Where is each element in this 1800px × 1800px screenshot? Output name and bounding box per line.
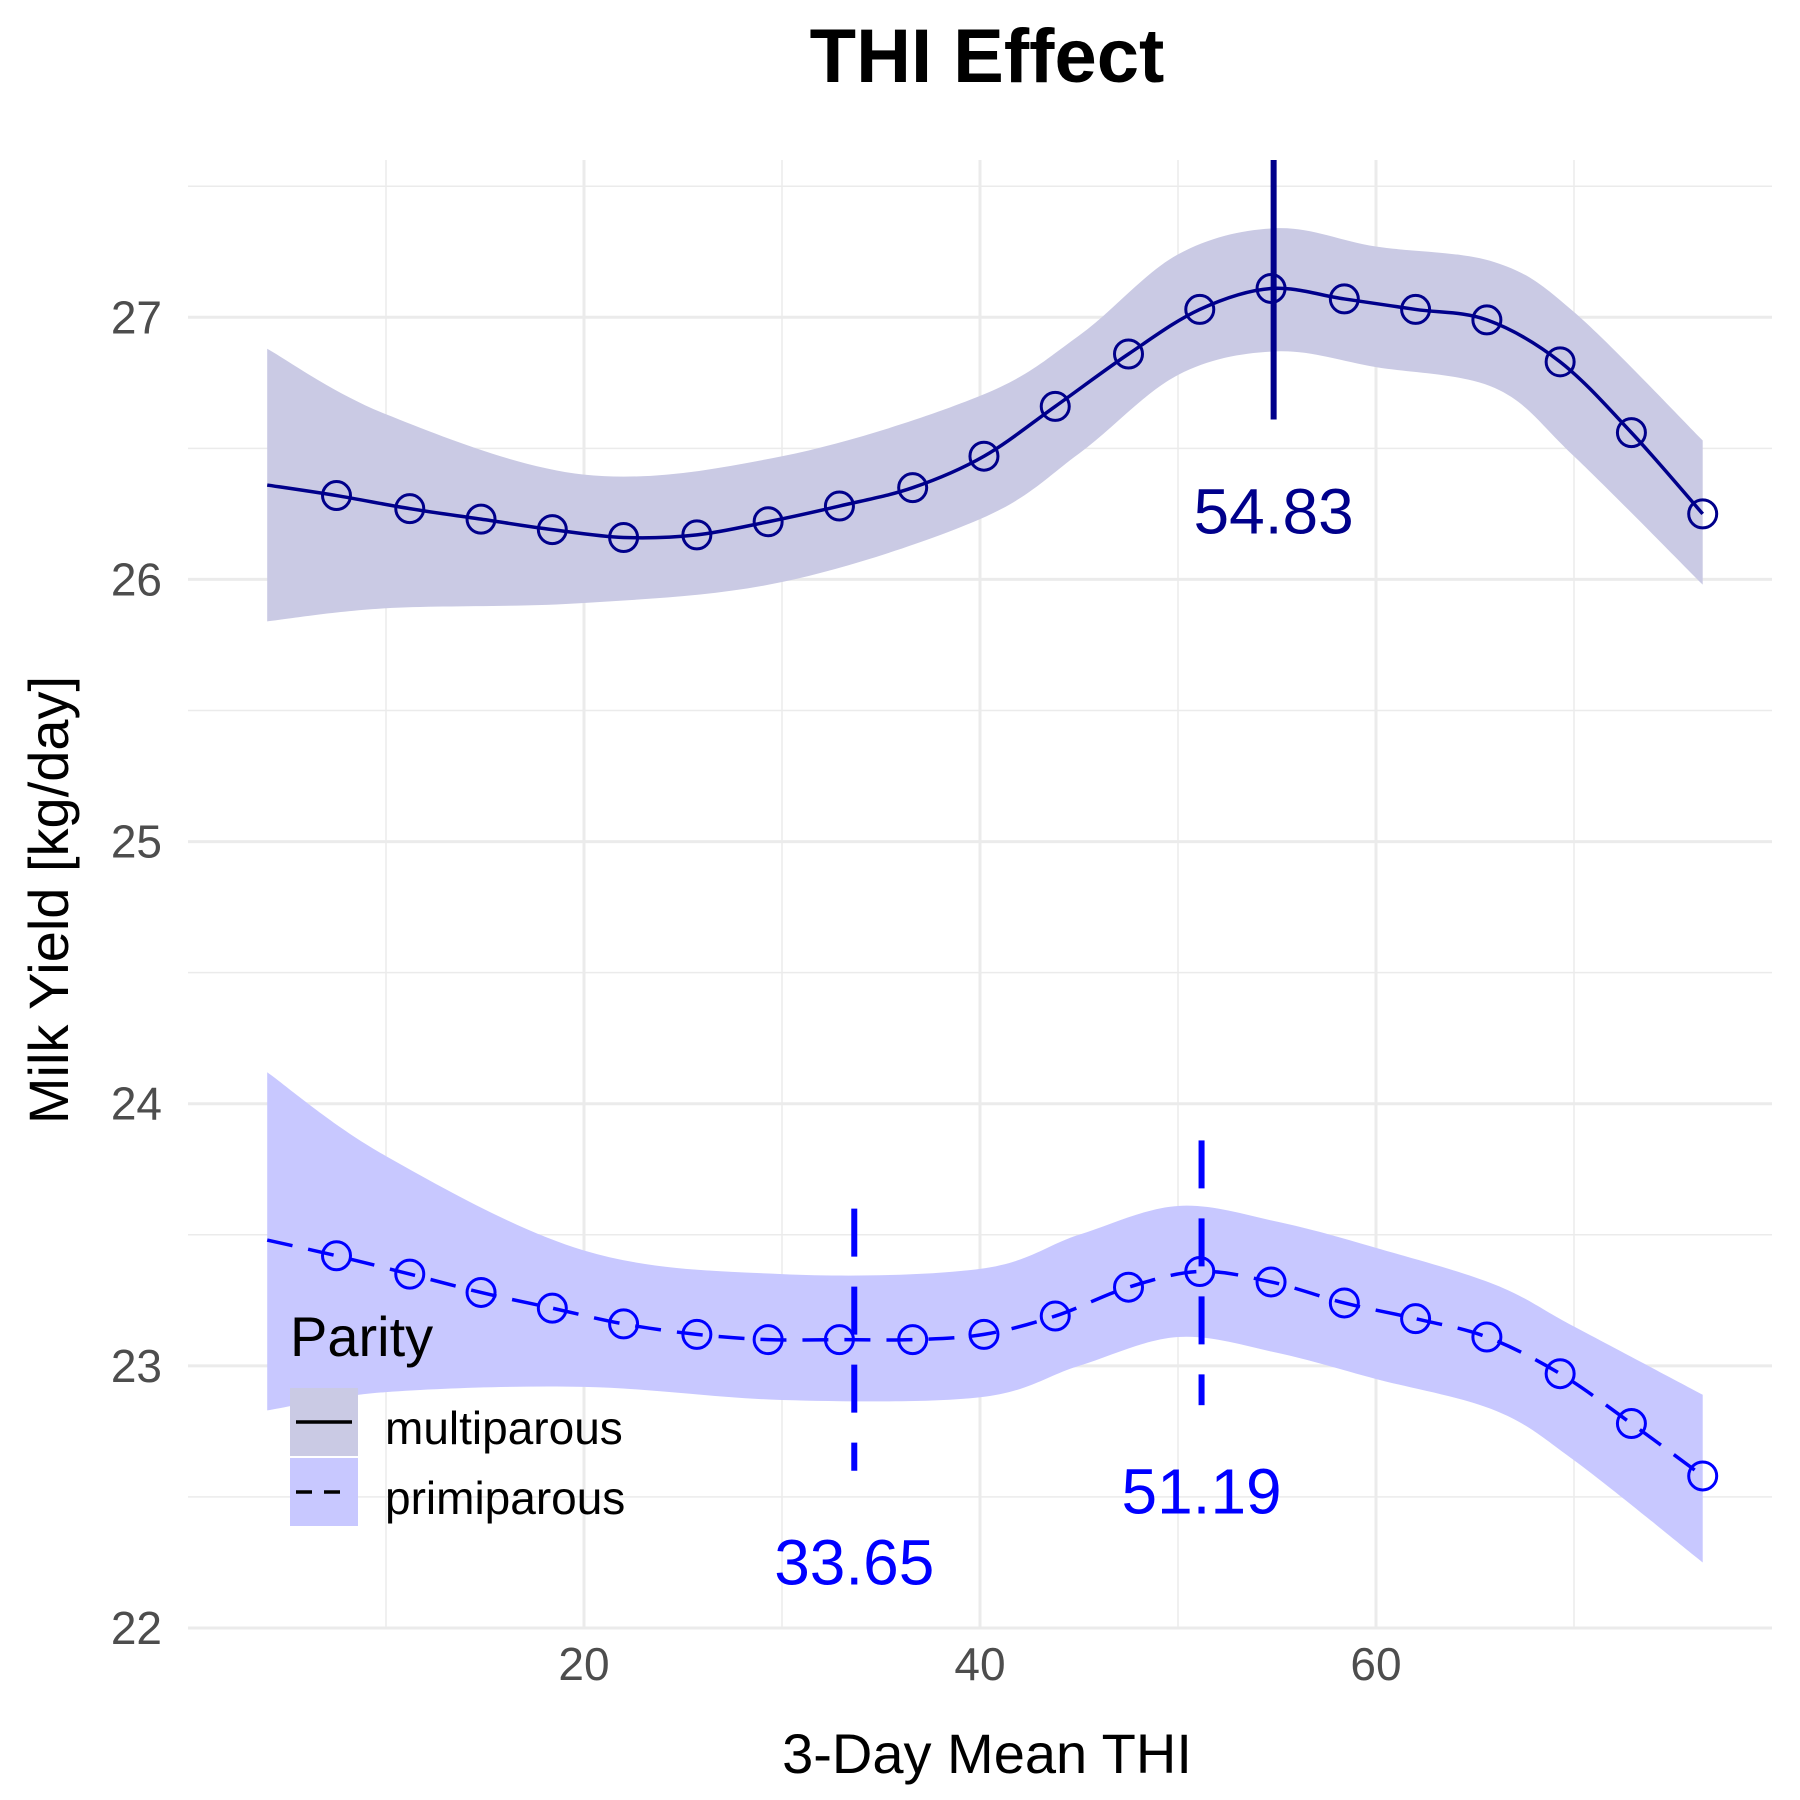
point-multiparous bbox=[823, 490, 855, 522]
point-multiparous bbox=[1113, 338, 1144, 370]
point-primiparous bbox=[897, 1324, 929, 1356]
legend-label-primiparous: primiparous bbox=[385, 1472, 625, 1524]
point-primiparous bbox=[1615, 1408, 1647, 1440]
point-primiparous bbox=[1328, 1287, 1360, 1319]
line-primiparous bbox=[266, 1238, 1704, 1478]
annotation-lines bbox=[851, 160, 1277, 1471]
ribbon-primiparous bbox=[267, 1072, 1703, 1563]
legend-keys bbox=[290, 1388, 358, 1526]
point-multiparous bbox=[1039, 390, 1071, 422]
legend: Parity multiparous primiparous bbox=[290, 1305, 625, 1526]
point-primiparous bbox=[1113, 1271, 1144, 1303]
point-primiparous bbox=[608, 1308, 640, 1340]
point-primiparous bbox=[321, 1240, 352, 1272]
point-primiparous bbox=[823, 1324, 855, 1356]
series-lines bbox=[266, 286, 1705, 1478]
ribbon-multiparous bbox=[267, 228, 1703, 622]
point-multiparous bbox=[321, 480, 352, 512]
point-primiparous bbox=[1400, 1303, 1432, 1335]
point-primiparous bbox=[394, 1258, 426, 1290]
point-primiparous bbox=[1039, 1300, 1071, 1332]
point-multiparous bbox=[1255, 272, 1287, 304]
point-primiparous bbox=[465, 1276, 497, 1308]
confidence-ribbons bbox=[267, 228, 1703, 1563]
y-axis-title: Milk Yield [kg/day] bbox=[17, 676, 80, 1124]
point-primiparous bbox=[681, 1318, 713, 1350]
legend-title: Parity bbox=[290, 1305, 433, 1368]
point-primiparous bbox=[1471, 1321, 1503, 1353]
point-multiparous bbox=[1184, 293, 1216, 325]
point-multiparous bbox=[897, 472, 929, 504]
y-tick-label: 24 bbox=[111, 1078, 162, 1130]
point-multiparous bbox=[1687, 498, 1719, 530]
point-multiparous bbox=[608, 521, 640, 553]
y-tick-label: 26 bbox=[111, 553, 162, 605]
point-multiparous bbox=[536, 514, 568, 546]
point-multiparous bbox=[681, 519, 713, 551]
point-multiparous bbox=[752, 506, 784, 538]
data-points bbox=[321, 272, 1719, 1492]
annotation-label-primiparous: 33.65 bbox=[774, 1526, 934, 1598]
x-tick-label: 40 bbox=[954, 1638, 1005, 1690]
y-tick-label: 27 bbox=[111, 291, 162, 343]
point-multiparous bbox=[394, 493, 426, 525]
point-multiparous bbox=[1328, 283, 1360, 315]
x-tick-label: 60 bbox=[1350, 1638, 1401, 1690]
tick-labels: 20 40 60 22 23 24 25 26 27 bbox=[111, 291, 1402, 1690]
chart-title: THI Effect bbox=[810, 14, 1165, 99]
point-primiparous bbox=[752, 1324, 784, 1356]
point-multiparous bbox=[465, 503, 497, 535]
line-multiparous bbox=[266, 286, 1705, 540]
x-tick-label: 20 bbox=[558, 1638, 609, 1690]
point-primiparous bbox=[1544, 1358, 1576, 1390]
annotation-label-multiparous: 54.83 bbox=[1194, 475, 1354, 547]
point-multiparous bbox=[968, 440, 1000, 472]
point-multiparous bbox=[1471, 304, 1503, 336]
annotation-labels: 54.83 33.65 51.19 bbox=[774, 475, 1354, 1598]
point-primiparous bbox=[1184, 1255, 1216, 1287]
point-multiparous bbox=[1400, 293, 1432, 325]
point-multiparous bbox=[1615, 417, 1647, 449]
point-primiparous bbox=[1255, 1266, 1287, 1298]
point-multiparous bbox=[1544, 346, 1576, 378]
legend-label-multiparous: multiparous bbox=[385, 1402, 623, 1454]
y-tick-label: 25 bbox=[111, 816, 162, 868]
y-tick-label: 23 bbox=[111, 1340, 162, 1392]
x-axis-title: 3-Day Mean THI bbox=[782, 1722, 1192, 1785]
y-tick-label: 22 bbox=[111, 1602, 162, 1654]
point-primiparous bbox=[1687, 1460, 1719, 1492]
point-primiparous bbox=[536, 1292, 568, 1324]
annotation-label-primiparous: 51.19 bbox=[1121, 1456, 1281, 1528]
point-primiparous bbox=[968, 1318, 1000, 1350]
